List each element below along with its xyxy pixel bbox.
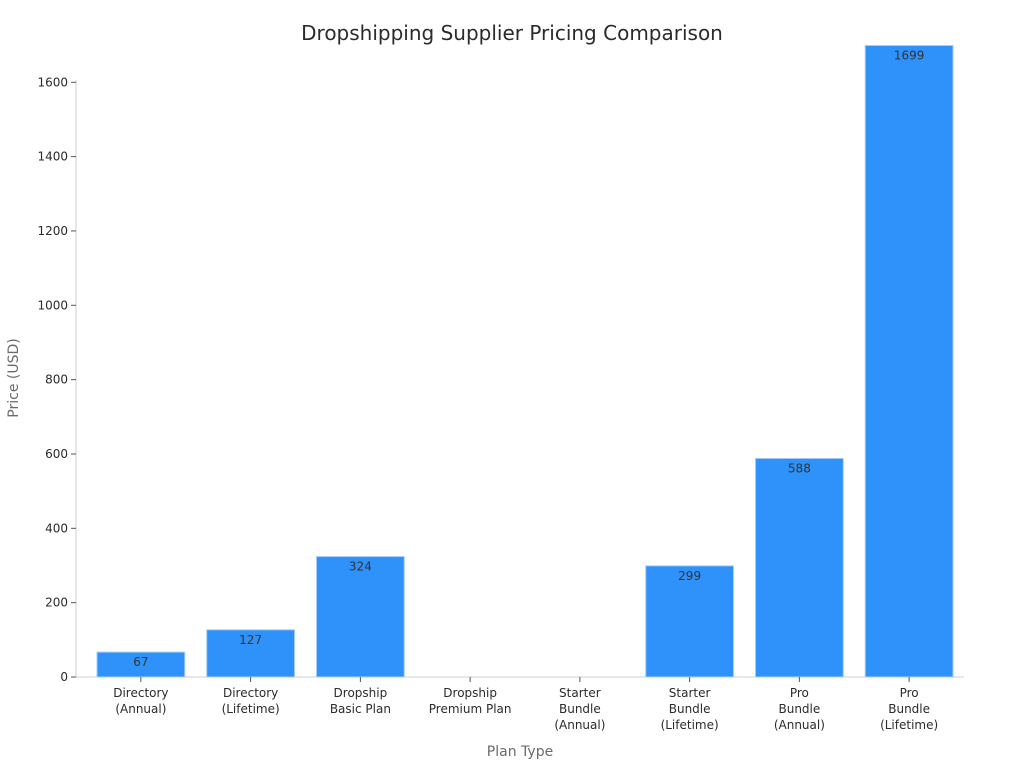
bar — [315, 556, 405, 678]
x-tick-label: Starter Bundle (Annual) — [554, 686, 605, 732]
x-tick-label-line: Starter — [559, 686, 601, 700]
chart-title: Dropshipping Supplier Pricing Comparison — [301, 21, 723, 45]
x-tick-label-line: Starter — [669, 686, 711, 700]
x-tick-label-line: Directory — [223, 686, 278, 700]
data-labels-group: 67 127 324 299 588 1699 — [133, 48, 924, 669]
x-tick-label-line: Dropship — [334, 686, 388, 700]
y-tick-label: 0 — [60, 670, 68, 684]
x-tick-label: Pro Bundle (Lifetime) — [880, 686, 938, 732]
x-axis-label: Plan Type — [487, 744, 553, 760]
x-tick-label-line: Bundle — [559, 702, 601, 716]
x-tick-label-line: (Lifetime) — [880, 718, 938, 732]
x-tick-label: Dropship Basic Plan — [330, 686, 391, 716]
bars-group — [96, 44, 954, 678]
x-tick-label-line: (Annual) — [115, 702, 166, 716]
x-tick-label-line: (Annual) — [554, 718, 605, 732]
x-tick-label: Directory (Lifetime) — [222, 686, 280, 716]
bar — [96, 651, 186, 678]
bar-value-label: 588 — [788, 461, 811, 475]
x-tick-label-line: Bundle — [669, 702, 711, 716]
y-tick-label: 1600 — [37, 75, 68, 89]
bar — [645, 565, 735, 678]
x-tick-label-line: Basic Plan — [330, 702, 391, 716]
x-tick-label-line: (Annual) — [774, 718, 825, 732]
y-tick-label: 1400 — [37, 150, 68, 164]
bar-value-label: 127 — [239, 633, 262, 647]
x-tick-label: Dropship Premium Plan — [429, 686, 512, 716]
y-tick-label: 1200 — [37, 224, 68, 238]
bar-value-label: 299 — [678, 569, 701, 583]
y-axis-label: Price (USD) — [6, 338, 22, 417]
bar-value-label: 1699 — [894, 48, 925, 62]
bar-value-label: 324 — [349, 560, 372, 574]
bar — [206, 629, 296, 678]
x-tick-label: Starter Bundle (Lifetime) — [661, 686, 719, 732]
y-tick-label: 800 — [45, 373, 68, 387]
y-tick-label: 400 — [45, 521, 68, 535]
y-tick-label: 200 — [45, 596, 68, 610]
x-tick-label-line: Bundle — [888, 702, 930, 716]
bar-value-label: 67 — [133, 655, 148, 669]
y-tick-label: 600 — [45, 447, 68, 461]
x-tick-label: Pro Bundle (Annual) — [774, 686, 825, 732]
y-axis-ticks: 0 200 400 600 800 1000 1200 1400 1600 — [37, 75, 76, 684]
x-tick-label-line: Premium Plan — [429, 702, 512, 716]
x-tick-label-line: (Lifetime) — [222, 702, 280, 716]
x-tick-label-line: Directory — [113, 686, 168, 700]
x-tick-label-line: Pro — [790, 686, 809, 700]
x-tick-label-line: Dropship — [443, 686, 497, 700]
x-tick-label-line: Pro — [900, 686, 919, 700]
bar — [864, 44, 954, 678]
bar — [754, 457, 844, 678]
x-tick-label-line: (Lifetime) — [661, 718, 719, 732]
y-tick-label: 1000 — [37, 298, 68, 312]
x-axis-ticks: Directory (Annual) Directory (Lifetime) Drop… — [113, 677, 938, 732]
x-tick-label: Directory (Annual) — [113, 686, 168, 716]
x-tick-label-line: Bundle — [778, 702, 820, 716]
